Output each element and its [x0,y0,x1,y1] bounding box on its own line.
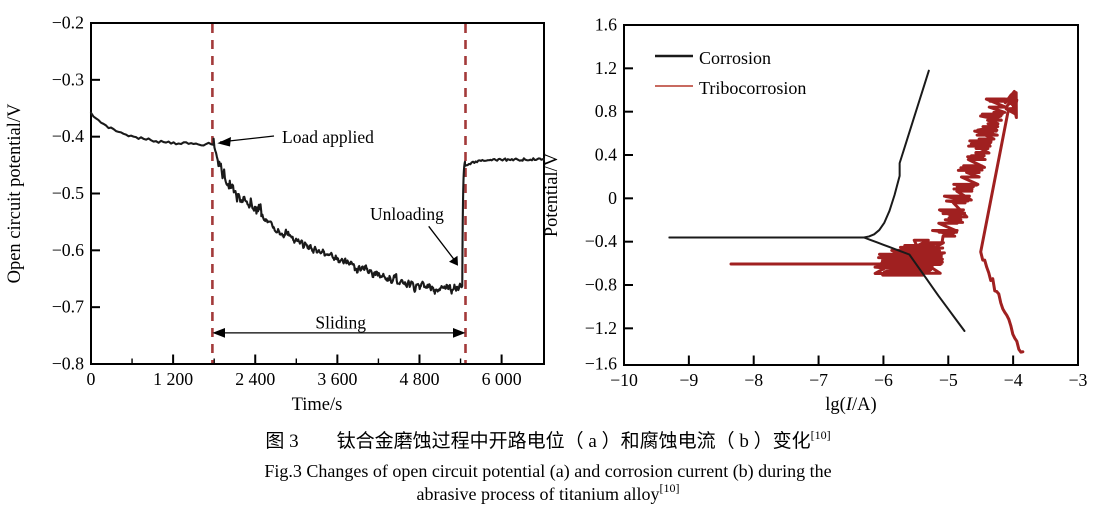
svg-text:−10: −10 [610,370,638,390]
svg-text:−0.6: −0.6 [52,240,84,260]
svg-text:图 3 钛合金磨蚀过程中开路电位（ a ）和腐蚀电流（ b: 图 3 钛合金磨蚀过程中开路电位（ a ）和腐蚀电流（ b ）变化[10] [265,428,830,452]
svg-text:−9: −9 [679,370,698,390]
svg-text:−4: −4 [1004,370,1023,390]
svg-text:−5: −5 [939,370,958,390]
svg-text:−0.7: −0.7 [52,297,84,317]
svg-text:−0.4: −0.4 [585,231,617,251]
svg-text:Tribocorrosion: Tribocorrosion [699,78,806,98]
svg-text:−3: −3 [1069,370,1088,390]
svg-text:1.2: 1.2 [595,58,617,78]
svg-text:Fig.3 Changes of open circuit: Fig.3 Changes of open circuit potential … [264,461,831,482]
svg-text:Potential/V: Potential/V [542,152,562,237]
svg-text:1 200: 1 200 [153,369,193,389]
svg-text:−1.2: −1.2 [585,318,617,338]
svg-text:0: 0 [608,188,617,208]
svg-text:3 600: 3 600 [317,369,357,389]
svg-text:abrasive process of titanium a: abrasive process of titanium alloy[10] [417,481,680,504]
svg-text:Time/s: Time/s [292,395,343,415]
svg-text:Open circuit potential/V: Open circuit potential/V [5,103,25,283]
svg-text:2 400: 2 400 [235,369,275,389]
svg-text:−8: −8 [744,370,763,390]
svg-text:Unloading: Unloading [370,204,444,224]
svg-text:6 000: 6 000 [482,369,522,389]
svg-text:lg(I/A): lg(I/A) [825,395,876,415]
svg-text:Load applied: Load applied [282,127,374,147]
svg-text:−0.4: −0.4 [52,126,84,146]
svg-text:−7: −7 [809,370,828,390]
svg-text:−0.8: −0.8 [52,354,84,374]
svg-text:Corrosion: Corrosion [699,48,771,68]
svg-text:0: 0 [87,369,96,389]
svg-text:4 800: 4 800 [399,369,439,389]
svg-text:0.4: 0.4 [595,145,617,165]
svg-text:−0.3: −0.3 [52,69,84,89]
svg-text:−6: −6 [874,370,893,390]
svg-text:Sliding: Sliding [315,313,366,333]
svg-text:−0.8: −0.8 [585,275,617,295]
svg-text:0.8: 0.8 [595,101,617,121]
svg-text:1.6: 1.6 [595,15,617,35]
svg-text:−0.2: −0.2 [52,13,84,33]
svg-text:−0.5: −0.5 [52,183,84,203]
